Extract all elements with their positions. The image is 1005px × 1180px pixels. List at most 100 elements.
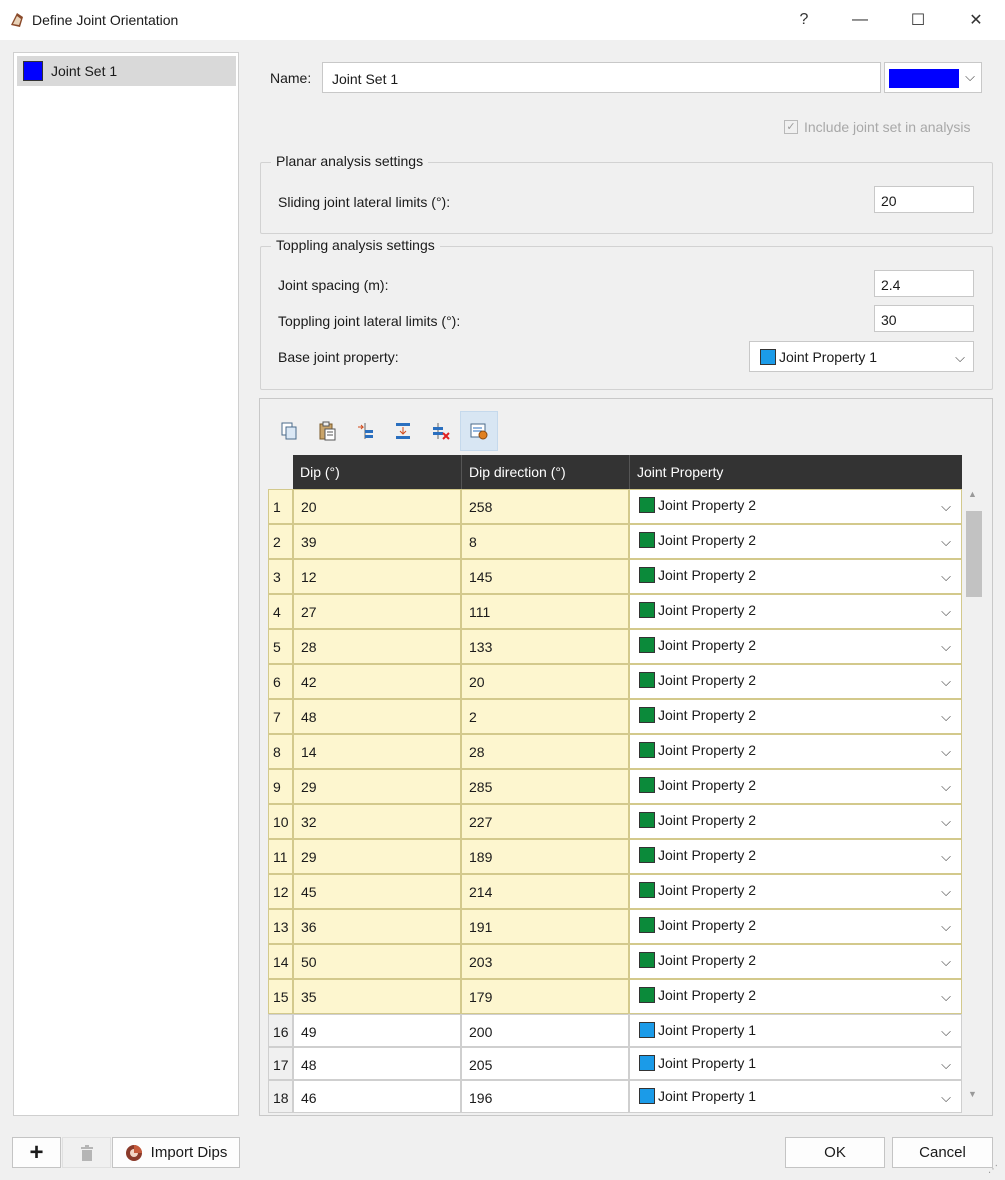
dip-cell[interactable]: 46 — [293, 1080, 461, 1113]
joint-property-select[interactable]: Joint Property 2 ⌵ — [629, 804, 962, 839]
dip-cell[interactable]: 32 — [293, 804, 461, 839]
joint-property-select[interactable]: Joint Property 2 ⌵ — [629, 909, 962, 944]
include-joint-set-checkbox-row[interactable]: ✓ Include joint set in analysis — [784, 119, 971, 135]
dip-direction-cell[interactable]: 20 — [461, 664, 629, 699]
table-row[interactable]: 9 29 285 Joint Property 2 ⌵ — [268, 769, 962, 804]
joint-property-select[interactable]: Joint Property 2 ⌵ — [629, 734, 962, 769]
joint-property-select[interactable]: Joint Property 2 ⌵ — [629, 594, 962, 629]
table-row[interactable]: 6 42 20 Joint Property 2 ⌵ — [268, 664, 962, 699]
joint-property-select[interactable]: Joint Property 2 ⌵ — [629, 769, 962, 804]
table-row[interactable]: 7 48 2 Joint Property 2 ⌵ — [268, 699, 962, 734]
table-row[interactable]: 14 50 203 Joint Property 2 ⌵ — [268, 944, 962, 979]
scroll-down-arrow[interactable]: ▼ — [968, 1089, 977, 1099]
dip-cell[interactable]: 39 — [293, 524, 461, 559]
resize-grip-icon[interactable]: ⋰ — [988, 1164, 998, 1175]
row-number[interactable]: 14 — [268, 944, 293, 979]
table-settings-icon[interactable] — [460, 411, 498, 451]
toppling-limits-input[interactable]: 30 — [874, 305, 974, 332]
dip-direction-cell[interactable]: 214 — [461, 874, 629, 909]
dip-direction-cell[interactable]: 8 — [461, 524, 629, 559]
row-number[interactable]: 3 — [268, 559, 293, 594]
joint-property-select[interactable]: Joint Property 1 ⌵ — [629, 1014, 962, 1047]
include-checkbox[interactable]: ✓ — [784, 120, 798, 134]
table-row[interactable]: 17 48 205 Joint Property 1 ⌵ — [268, 1047, 962, 1080]
row-number[interactable]: 13 — [268, 909, 293, 944]
joint-property-select[interactable]: Joint Property 2 ⌵ — [629, 524, 962, 559]
paste-icon[interactable] — [308, 411, 346, 451]
delete-joint-set-button[interactable] — [62, 1137, 111, 1168]
row-number[interactable]: 5 — [268, 629, 293, 664]
row-number[interactable]: 12 — [268, 874, 293, 909]
joint-property-select[interactable]: Joint Property 2 ⌵ — [629, 699, 962, 734]
column-header-joint-property[interactable]: Joint Property — [629, 455, 962, 489]
row-number[interactable]: 11 — [268, 839, 293, 874]
import-dips-button[interactable]: Import Dips — [112, 1137, 240, 1168]
table-row[interactable]: 15 35 179 Joint Property 2 ⌵ — [268, 979, 962, 1014]
joint-spacing-input[interactable]: 2.4 — [874, 270, 974, 297]
dip-cell[interactable]: 48 — [293, 1047, 461, 1080]
row-number[interactable]: 2 — [268, 524, 293, 559]
dip-direction-cell[interactable]: 2 — [461, 699, 629, 734]
table-row[interactable]: 11 29 189 Joint Property 2 ⌵ — [268, 839, 962, 874]
dip-direction-cell[interactable]: 133 — [461, 629, 629, 664]
dip-cell[interactable]: 14 — [293, 734, 461, 769]
row-number[interactable]: 15 — [268, 979, 293, 1014]
dip-direction-cell[interactable]: 200 — [461, 1014, 629, 1047]
minimize-button[interactable]: — — [852, 11, 868, 28]
dip-direction-cell[interactable]: 179 — [461, 979, 629, 1014]
dip-cell[interactable]: 48 — [293, 699, 461, 734]
copy-icon[interactable] — [270, 411, 308, 451]
dip-cell[interactable]: 42 — [293, 664, 461, 699]
table-row[interactable]: 12 45 214 Joint Property 2 ⌵ — [268, 874, 962, 909]
joint-property-select[interactable]: Joint Property 2 ⌵ — [629, 839, 962, 874]
row-number[interactable]: 9 — [268, 769, 293, 804]
ok-button[interactable]: OK — [785, 1137, 885, 1168]
row-number[interactable]: 18 — [268, 1080, 293, 1113]
row-number[interactable]: 7 — [268, 699, 293, 734]
row-number[interactable]: 6 — [268, 664, 293, 699]
table-row[interactable]: 16 49 200 Joint Property 1 ⌵ — [268, 1014, 962, 1047]
close-button[interactable]: ✕ — [969, 12, 983, 29]
joint-property-select[interactable]: Joint Property 2 ⌵ — [629, 944, 962, 979]
table-row[interactable]: 2 39 8 Joint Property 2 ⌵ — [268, 524, 962, 559]
insert-row-icon[interactable] — [346, 411, 384, 451]
dip-direction-cell[interactable]: 227 — [461, 804, 629, 839]
dip-cell[interactable]: 29 — [293, 839, 461, 874]
base-joint-property-select[interactable]: Joint Property 1 ⌵ — [749, 341, 974, 372]
dip-direction-cell[interactable]: 145 — [461, 559, 629, 594]
dip-cell[interactable]: 45 — [293, 874, 461, 909]
dip-cell[interactable]: 27 — [293, 594, 461, 629]
sliding-limits-input[interactable]: 20 — [874, 186, 974, 213]
dip-direction-cell[interactable]: 191 — [461, 909, 629, 944]
dip-cell[interactable]: 36 — [293, 909, 461, 944]
dip-cell[interactable]: 29 — [293, 769, 461, 804]
maximize-button[interactable]: ☐ — [910, 12, 926, 29]
cancel-button[interactable]: Cancel — [892, 1137, 993, 1168]
row-number[interactable]: 8 — [268, 734, 293, 769]
joint-property-select[interactable]: Joint Property 2 ⌵ — [629, 629, 962, 664]
dip-cell[interactable]: 12 — [293, 559, 461, 594]
insert-row-below-icon[interactable] — [384, 411, 422, 451]
table-row[interactable]: 10 32 227 Joint Property 2 ⌵ — [268, 804, 962, 839]
joint-property-select[interactable]: Joint Property 2 ⌵ — [629, 874, 962, 909]
table-row[interactable]: 8 14 28 Joint Property 2 ⌵ — [268, 734, 962, 769]
dip-cell[interactable]: 50 — [293, 944, 461, 979]
scroll-up-arrow[interactable]: ▲ — [968, 489, 977, 499]
dip-direction-cell[interactable]: 196 — [461, 1080, 629, 1113]
row-number[interactable]: 10 — [268, 804, 293, 839]
row-number[interactable]: 4 — [268, 594, 293, 629]
table-row[interactable]: 5 28 133 Joint Property 2 ⌵ — [268, 629, 962, 664]
dip-direction-cell[interactable]: 258 — [461, 489, 629, 524]
joint-property-select[interactable]: Joint Property 2 ⌵ — [629, 664, 962, 699]
dip-direction-cell[interactable]: 203 — [461, 944, 629, 979]
dip-direction-cell[interactable]: 285 — [461, 769, 629, 804]
add-joint-set-button[interactable]: + — [12, 1137, 61, 1168]
table-row[interactable]: 4 27 111 Joint Property 2 ⌵ — [268, 594, 962, 629]
table-row[interactable]: 1 20 258 Joint Property 2 ⌵ — [268, 489, 962, 524]
table-row[interactable]: 3 12 145 Joint Property 2 ⌵ — [268, 559, 962, 594]
dip-cell[interactable]: 20 — [293, 489, 461, 524]
dip-cell[interactable]: 28 — [293, 629, 461, 664]
dip-direction-cell[interactable]: 205 — [461, 1047, 629, 1080]
joint-property-select[interactable]: Joint Property 1 ⌵ — [629, 1047, 962, 1080]
joint-set-list[interactable]: Joint Set 1 — [13, 52, 239, 1116]
